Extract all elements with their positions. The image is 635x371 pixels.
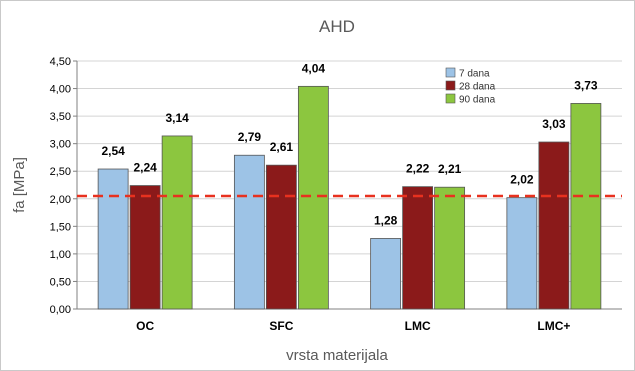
- data-label: 2,61: [270, 140, 294, 154]
- x-tick-label: LMC+: [537, 319, 570, 333]
- bars: 2,54 2,24 3,14 2,79 2,61 4,04 1,28 2,22 2,21 2,02…: [97, 61, 602, 310]
- data-label: 3,03: [542, 117, 566, 131]
- chart-title: AHD: [319, 17, 355, 36]
- y-tick-label: 2,50: [50, 166, 71, 178]
- data-label: 2,79: [238, 130, 262, 144]
- y-tick-label: 0,50: [50, 276, 71, 288]
- legend-swatch: [445, 67, 456, 78]
- x-tick-label: LMC: [405, 319, 431, 333]
- data-label: 2,02: [510, 173, 534, 187]
- bar: [161, 135, 193, 310]
- y-tick-label: 2,00: [50, 194, 71, 206]
- bar: [538, 141, 570, 310]
- bar: [570, 103, 602, 310]
- bar: [97, 168, 129, 310]
- data-label: 2,54: [101, 144, 125, 158]
- x-axis-ticks: OC SFC LMC LMC+: [136, 319, 570, 333]
- legend-label: 90 dana: [459, 95, 496, 106]
- x-tick-label: OC: [136, 319, 154, 333]
- y-tick-label: 1,50: [50, 221, 71, 233]
- y-tick-label: 0,00: [50, 304, 71, 316]
- y-tick-label: 4,50: [50, 56, 71, 68]
- legend: 7 dana 28 dana 90 dana: [445, 67, 496, 106]
- y-tick-label: 1,00: [50, 249, 71, 261]
- bar: [434, 186, 466, 310]
- y-axis-title: fa [MPa]: [11, 157, 28, 213]
- bar: [297, 85, 329, 310]
- y-tick-label: 3,00: [50, 139, 71, 151]
- legend-swatch: [445, 80, 456, 91]
- y-axis-ticks: 0,00 0,50 1,00 1,50 2,00 2,50 3,00 3,50 4,00 4,50: [50, 56, 71, 316]
- x-axis-title: vrsta materijala: [286, 347, 388, 364]
- bar: [129, 185, 161, 310]
- y-tick-label: 3,50: [50, 111, 71, 123]
- data-label: 3,14: [165, 111, 189, 125]
- y-tick-label: 4,00: [50, 84, 71, 96]
- data-label: 2,21: [438, 162, 462, 176]
- data-label: 4,04: [302, 61, 326, 75]
- data-label: 3,73: [574, 78, 598, 92]
- legend-label: 7 dana: [459, 69, 490, 80]
- data-label: 2,22: [406, 162, 430, 176]
- x-tick-label: SFC: [269, 319, 293, 333]
- data-label: 2,24: [133, 161, 157, 175]
- bar: [402, 186, 434, 310]
- bar: [265, 164, 297, 310]
- data-label: 1,28: [374, 213, 398, 227]
- legend-label: 28 dana: [459, 82, 496, 93]
- bar: [370, 238, 402, 310]
- bar: [506, 197, 538, 310]
- legend-swatch: [445, 93, 456, 104]
- bar: [233, 154, 265, 310]
